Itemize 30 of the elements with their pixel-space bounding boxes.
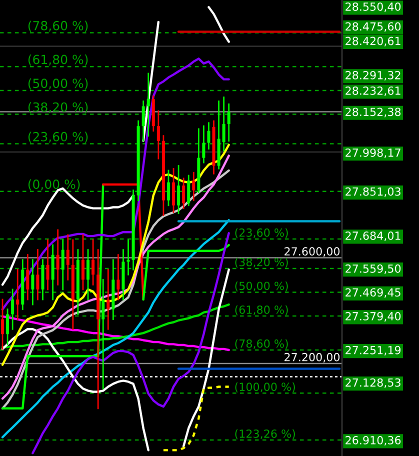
y-tick-label: 28.420,61 <box>346 36 400 46</box>
annotation: (61,80 %) <box>28 54 88 66</box>
annotation: (78,60 %) <box>28 20 88 32</box>
y-tick-label: 27.998,17 <box>346 148 400 158</box>
ref-line-label: 27.600,00 <box>284 247 340 257</box>
annotation: (23,60 %) <box>28 132 88 143</box>
y-tick-label: 27.469,45 <box>346 288 400 298</box>
annotation: (38,20 %) <box>235 258 288 268</box>
ref-line-label: 27.200,00 <box>284 352 340 362</box>
y-tick-label: 28.232,61 <box>346 86 400 96</box>
y-tick-label: 28.550,40 <box>346 2 401 12</box>
annotation: (50,00 %) <box>235 282 288 292</box>
y-tick-label: 28.152,38 <box>346 108 401 118</box>
annotation: (38,20 %) <box>28 102 88 114</box>
annotation: (123,26 %) <box>235 429 295 440</box>
annotation: (78,60 %) <box>235 339 288 350</box>
y-tick-label: 27.251,19 <box>346 346 401 356</box>
y-tick-label: 27.684,01 <box>346 232 400 242</box>
annotation: (100,00 %) <box>235 382 295 392</box>
annotation: (50,00 %) <box>28 78 88 90</box>
y-tick-label: 27.851,03 <box>346 187 400 197</box>
y-tick-label: 27.128,53 <box>346 378 400 388</box>
annotation: (61,80 %) <box>235 305 288 316</box>
y-tick-label: 26.910,36 <box>346 436 401 446</box>
annotation: (23,60 %) <box>235 228 288 238</box>
annotation: (0,00 %) <box>28 179 80 190</box>
y-tick-label: 28.475,60 <box>346 22 401 32</box>
y-tick-label: 27.559,50 <box>346 264 401 274</box>
y-tick-label: 28.291,32 <box>346 70 400 81</box>
y-tick-label: 27.379,40 <box>346 312 401 322</box>
